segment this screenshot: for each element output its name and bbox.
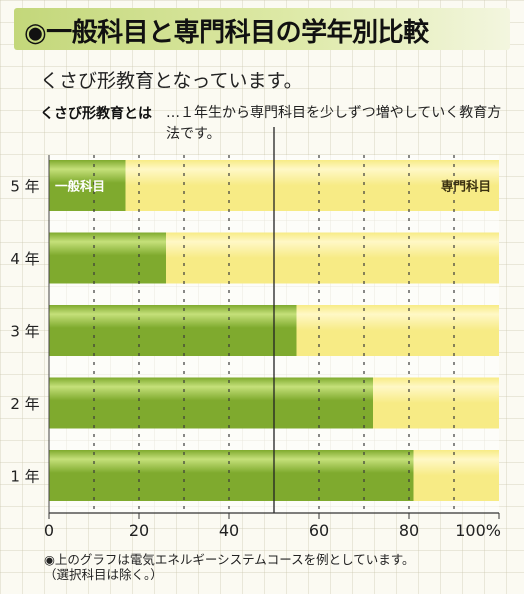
category-label-2: 4 年 xyxy=(10,250,39,268)
category-label-5: 1 年 xyxy=(10,468,39,486)
x-tick-label-100: 100% xyxy=(455,521,501,540)
bar-general-3 xyxy=(49,305,297,356)
footnote: ◉上のグラフは電気エネルギーシステムコースを例としています。 （選択科目は除く。… xyxy=(44,552,415,582)
series-label-specialized: 専門科目 xyxy=(441,179,491,194)
bar-general-1 xyxy=(49,160,126,211)
category-label-3: 3 年 xyxy=(10,323,39,341)
bar-general-4 xyxy=(49,377,373,429)
page-subtitle: くさび形教育となっています。 xyxy=(40,70,303,92)
footnote-line-1: ◉上のグラフは電気エネルギーシステムコースを例としています。 xyxy=(44,552,415,567)
footnote-line-2: （選択科目は除く。） xyxy=(44,567,163,582)
bar-specialized-3 xyxy=(296,305,499,356)
x-tick-label-60: 60 xyxy=(309,521,329,540)
page-title: ◉一般科目と専門科目の学年別比較 xyxy=(24,18,429,48)
bar-specialized-2 xyxy=(166,232,499,284)
category-label-1: 5 年 xyxy=(10,178,39,196)
bar-general-5 xyxy=(49,450,414,501)
bar-specialized-4 xyxy=(373,377,499,429)
series-label-general: 一般科目 xyxy=(55,179,105,194)
definition-text: …１年生から専門科目を少しずつ増やしていく教育方法です。 xyxy=(166,105,502,142)
x-tick-label-20: 20 xyxy=(129,521,149,540)
bar-specialized-5 xyxy=(413,450,499,501)
bar-general-2 xyxy=(49,232,166,284)
definition-term: くさび形教育とは xyxy=(40,106,152,122)
category-label-4: 2 年 xyxy=(10,395,39,413)
title-bar xyxy=(14,8,510,50)
x-tick-label-40: 40 xyxy=(219,521,239,540)
x-tick-label-80: 80 xyxy=(399,521,419,540)
bar-specialized-1 xyxy=(125,160,499,211)
x-tick-label-0: 0 xyxy=(44,521,54,540)
